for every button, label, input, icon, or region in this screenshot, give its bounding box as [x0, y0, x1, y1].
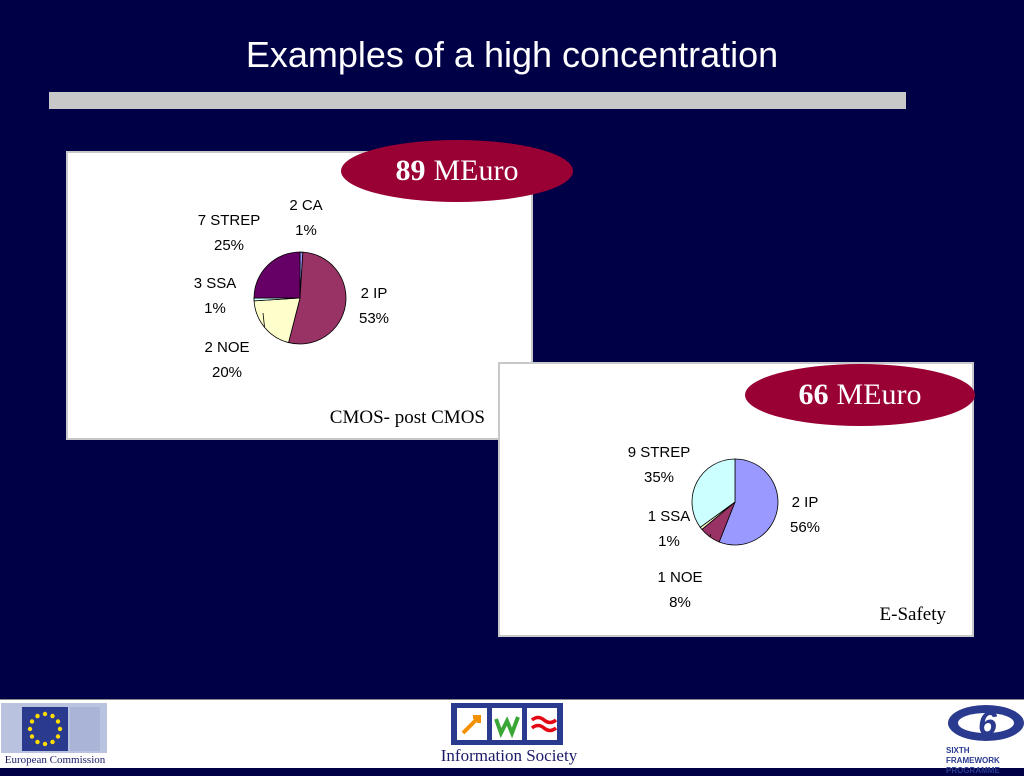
leader-line: [301, 252, 302, 253]
budget-badge: 66 MEuro: [745, 364, 975, 426]
slice-label: 2 NOE: [204, 339, 249, 356]
slice-label: 3 SSA: [194, 275, 237, 292]
eu-star-icon: [56, 734, 60, 738]
slice-percent-label: 8%: [669, 594, 691, 611]
eu-star-icon: [43, 712, 47, 716]
slice-percent-label: 1%: [204, 300, 226, 317]
european-commission-label: European Commission: [0, 754, 110, 766]
slice-percent-label: 20%: [212, 364, 242, 381]
footer-divider: [0, 699, 1024, 700]
title-rule: [49, 92, 906, 109]
eu-star-icon: [30, 719, 34, 723]
eu-star-icon: [50, 740, 54, 744]
eu-star-icon: [35, 740, 39, 744]
eu-star-icon: [50, 714, 54, 718]
slide-title: Examples of a high concentration: [0, 34, 1024, 76]
slice-label: 1 SSA: [648, 508, 691, 525]
slice-percent-label: 35%: [644, 469, 674, 486]
slice-percent-label: 56%: [790, 519, 820, 536]
slice-label: 1 NOE: [657, 569, 702, 586]
framework-label-line1: SIXTH FRAMEWORK: [946, 746, 1024, 766]
slice-percent-label: 25%: [214, 237, 244, 254]
slice-label: 7 STREP: [198, 212, 261, 229]
chart-caption: CMOS- post CMOS: [330, 407, 485, 429]
slice-percent-label: 53%: [359, 310, 389, 327]
eu-star-icon: [35, 714, 39, 718]
footer: European Commission Information Society …: [0, 699, 1024, 768]
pie-slice: [254, 252, 300, 298]
slice-percent-label: 1%: [295, 222, 317, 239]
information-society-label: Information Society: [433, 746, 585, 766]
badge-amount: 66: [799, 378, 829, 412]
information-society-logo: Information Society: [433, 701, 585, 768]
chart-caption: E-Safety: [880, 604, 946, 626]
slice-percent-label: 1%: [658, 533, 680, 550]
slice-label: 2 CA: [289, 197, 322, 214]
slice-label: 2 IP: [792, 494, 819, 511]
eu-star-icon: [28, 727, 32, 731]
eu-star-icon: [43, 742, 47, 746]
badge-unit: MEuro: [434, 154, 519, 188]
badge-amount: 89: [396, 154, 426, 188]
eu-star-icon: [56, 719, 60, 723]
badge-unit: MEuro: [837, 378, 922, 412]
slice-label: 2 IP: [361, 285, 388, 302]
eu-star-icon: [30, 734, 34, 738]
european-commission-logo: European Commission: [0, 701, 110, 768]
eu-star-icon: [58, 727, 62, 731]
budget-badge: 89 MEuro: [341, 140, 573, 202]
slice-label: 9 STREP: [628, 444, 691, 461]
sixth-framework-programme-logo: 6 SIXTH FRAMEWORK PROGRAMME: [944, 701, 1024, 768]
framework-numeral: 6: [978, 705, 998, 743]
framework-label: SIXTH FRAMEWORK PROGRAMME: [946, 746, 1024, 776]
